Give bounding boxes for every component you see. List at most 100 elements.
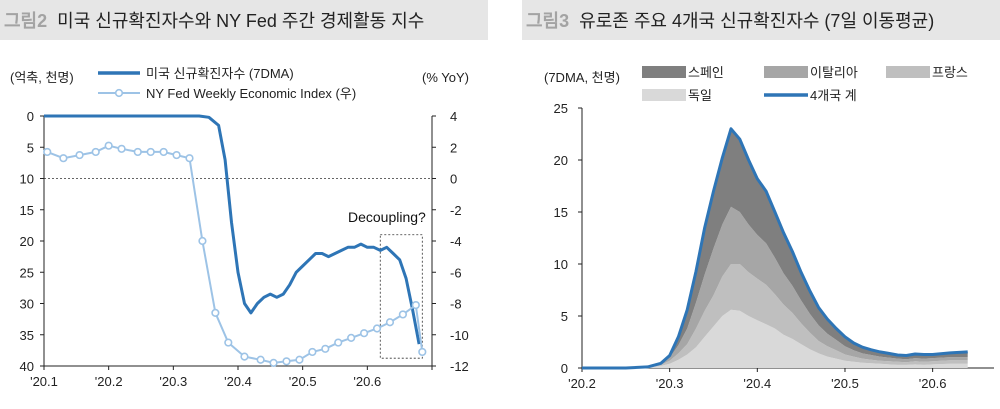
left-chart-svg: (억축, 천명) (% YoY) 미국 신규확진자수 (7DMA) NY Fed … — [10, 66, 469, 389]
nyfed-point — [172, 150, 181, 160]
nyfed-point — [104, 141, 113, 150]
nyfed-point — [321, 344, 330, 353]
right-y-tick-label: 0 — [450, 172, 457, 187]
nyfed-point — [91, 147, 100, 157]
x-tick-label: '20.4 — [224, 374, 252, 389]
left-plot-area: 0510152025303540420-2-4-6-8-10-12'20.1'2… — [20, 109, 469, 389]
legend-label-4개국-계: 4개국 계 — [810, 88, 857, 103]
legend-swatch-스페인 — [642, 66, 686, 78]
nyfed-point — [240, 352, 249, 361]
x-tick-label: '20.6 — [353, 374, 381, 389]
nyfed-point — [308, 347, 317, 357]
nyfed-point — [198, 236, 207, 246]
nyfed-point — [146, 147, 155, 157]
x-tick-label: '20.2 — [95, 374, 123, 389]
y-tick-label: 10 — [554, 257, 568, 272]
nyfed-point — [59, 154, 68, 163]
legend-swatch-독일 — [642, 89, 686, 101]
left-chart-panel: 그림2 미국 신규확진자수와 NY Fed 주간 경제활동 지수 (억축, 천명… — [0, 0, 488, 409]
left-fig-label: 그림2 — [4, 11, 48, 31]
nyfed-point — [224, 338, 233, 347]
y-tick-label: 0 — [561, 361, 568, 376]
nyfed-point — [133, 147, 142, 157]
right-y-tick-label: -2 — [450, 203, 462, 218]
left-y-tick-label: 10 — [20, 172, 34, 187]
nyfed-point — [334, 338, 343, 347]
series-line-us-cases — [44, 114, 421, 345]
area-italy — [582, 206, 968, 368]
left-y-tick-label: 0 — [27, 109, 34, 124]
right-y-tick-label: -10 — [450, 328, 469, 343]
area-germany — [582, 309, 968, 368]
right-y-tick-label: -12 — [450, 359, 469, 374]
nyfed-point — [75, 150, 84, 160]
right-chart-panel: 그림3 유로존 주요 4개국 신규확진자수 (7일 이동평균) (7DMA, 천… — [522, 0, 1000, 409]
left-y-tick-label: 40 — [20, 359, 34, 374]
x-tick-label: '20.3 — [656, 376, 684, 391]
y-tick-label: 5 — [561, 309, 568, 324]
nyfed-point — [269, 358, 278, 367]
right-y-tick-label: -8 — [450, 297, 462, 312]
legend-label-독일: 독일 — [688, 88, 712, 103]
legend-label-프랑스: 프랑스 — [932, 65, 968, 80]
right-y-tick-label: 4 — [450, 109, 457, 124]
legend-label-이탈리아: 이탈리아 — [810, 65, 858, 80]
y-tick-label: 20 — [554, 153, 568, 168]
nyfed-point — [385, 318, 395, 327]
x-tick-label: '20.6 — [919, 376, 947, 391]
right-y-tick-label: -6 — [450, 265, 462, 280]
area-spain — [582, 128, 968, 368]
left-y-tick-label: 5 — [27, 140, 34, 155]
y-tick-label: 25 — [554, 101, 568, 116]
x-tick-label: '20.2 — [568, 376, 596, 391]
legend-marker-nyfed — [114, 88, 124, 98]
nyfed-point — [185, 154, 194, 163]
right-unit-label: (% YoY) — [422, 70, 469, 85]
legend-swatch-이탈리아 — [764, 66, 808, 78]
decoupling-annotation: Decoupling? — [348, 209, 426, 225]
x-tick-label: '20.1 — [30, 374, 58, 389]
nyfed-point — [372, 324, 382, 333]
nyfed-point — [256, 355, 265, 364]
x-tick-label: '20.5 — [831, 376, 859, 391]
nyfed-point — [211, 308, 220, 317]
nyfed-point — [360, 329, 369, 338]
right-plot-area: 0 5 10 15 20 25 '20.2 '20.3 '20.4 '20.5 '20.6 — [554, 101, 994, 391]
nyfed-point — [117, 144, 126, 153]
legend-swatch-프랑스 — [886, 66, 930, 78]
left-legend: 미국 신규확진자수 (7DMA) NY Fed Weekly Economic I… — [98, 66, 356, 101]
nyfed-point — [43, 147, 52, 157]
left-y-tick-label: 30 — [20, 297, 34, 312]
series-line-total — [582, 127, 968, 370]
nyfed-point — [411, 300, 420, 310]
nyfed-point — [295, 355, 304, 364]
right-title-bar: 그림3 유로존 주요 4개국 신규확진자수 (7일 이동평균) — [522, 0, 1000, 40]
y-tick-label: 15 — [554, 205, 568, 220]
nyfed-point — [347, 333, 356, 342]
nyfed-point — [282, 357, 291, 366]
legend-label-스페인: 스페인 — [688, 65, 724, 80]
nyfed-point — [398, 310, 408, 319]
legend-label-us-cases: 미국 신규확진자수 (7DMA) — [146, 66, 294, 81]
nyfed-point — [418, 347, 427, 357]
x-tick-label: '20.5 — [289, 374, 317, 389]
nyfed-point — [159, 147, 168, 157]
left-y-tick-label: 35 — [20, 328, 34, 343]
left-title-bar: 그림2 미국 신규확진자수와 NY Fed 주간 경제활동 지수 — [0, 0, 488, 40]
x-tick-label: '20.3 — [159, 374, 187, 389]
right-y-tick-label: -4 — [450, 234, 462, 249]
legend-label-nyfed: NY Fed Weekly Economic Index (우) — [146, 86, 356, 101]
right-fig-label: 그림3 — [526, 11, 570, 31]
decoupling-box — [379, 234, 423, 359]
left-unit-label: (억축, 천명) — [10, 70, 74, 85]
right-y-tick-label: 2 — [450, 140, 457, 155]
left-y-tick-label: 15 — [20, 203, 34, 218]
left-y-tick-label: 20 — [20, 234, 34, 249]
right-chart-title: 유로존 주요 4개국 신규확진자수 (7일 이동평균) — [579, 11, 935, 31]
left-chart-title: 미국 신규확진자수와 NY Fed 주간 경제활동 지수 — [57, 11, 425, 31]
x-tick-label: '20.4 — [743, 376, 771, 391]
right-chart-unit-label: (7DMA, 천명) — [544, 70, 620, 85]
left-y-tick-label: 25 — [20, 265, 34, 280]
